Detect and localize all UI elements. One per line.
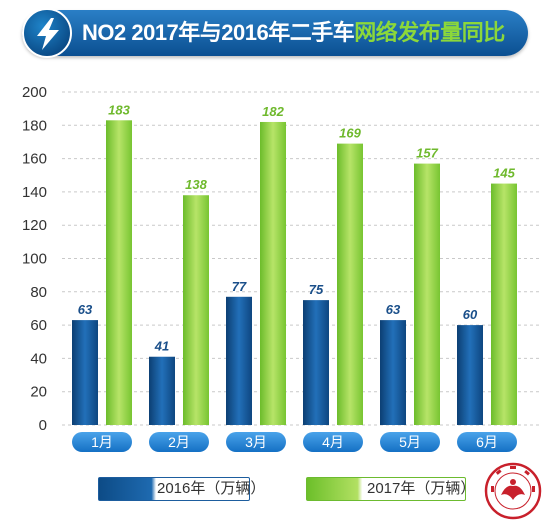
month-pill bbox=[72, 432, 132, 452]
bar-2016 bbox=[149, 356, 175, 425]
bar-2016 bbox=[72, 320, 98, 425]
x-tick-label: 2月 bbox=[168, 434, 190, 450]
seal-logo-icon bbox=[484, 462, 542, 520]
x-tick-label: 3月 bbox=[245, 434, 267, 450]
bar-2017 bbox=[260, 121, 286, 425]
title-prefix: NO2 2017年与2016年二手车 bbox=[82, 20, 355, 45]
title-banner: NO2 2017年与2016年二手车网络发布量同比 bbox=[22, 8, 528, 58]
x-tick-label: 4月 bbox=[322, 434, 344, 450]
y-tick-label: 0 bbox=[39, 417, 47, 434]
y-tick-label: 60 bbox=[30, 317, 47, 334]
bar-2016 bbox=[226, 296, 252, 425]
data-label-2016: 63 bbox=[386, 302, 401, 317]
legend-2016: 2016年（万辆） bbox=[98, 477, 265, 501]
y-tick-label: 80 bbox=[30, 284, 47, 301]
bar-2017 bbox=[106, 120, 132, 426]
legend-label-2017: 2017年（万辆） bbox=[367, 480, 476, 497]
y-tick-label: 20 bbox=[30, 384, 47, 401]
bar-2017 bbox=[414, 163, 440, 425]
data-label-2017: 157 bbox=[416, 146, 438, 161]
bar-2016 bbox=[303, 300, 329, 425]
data-label-2017: 182 bbox=[262, 104, 284, 119]
month-pill bbox=[457, 432, 517, 452]
month-pill bbox=[380, 432, 440, 452]
month-pill bbox=[149, 432, 209, 452]
lightning-icon bbox=[22, 8, 72, 58]
data-label-2017: 138 bbox=[185, 177, 207, 192]
data-label-2016: 63 bbox=[78, 302, 93, 317]
y-tick-label: 200 bbox=[22, 84, 47, 101]
bar-2016 bbox=[457, 325, 483, 425]
y-tick-label: 140 bbox=[22, 184, 47, 201]
data-label-2017: 169 bbox=[339, 126, 361, 141]
bar-2017 bbox=[337, 143, 363, 426]
x-tick-label: 5月 bbox=[399, 434, 421, 450]
data-label-2016: 41 bbox=[154, 339, 169, 354]
y-tick-label: 180 bbox=[22, 117, 47, 134]
x-tick-label: 6月 bbox=[476, 434, 498, 450]
chart-title: NO2 2017年与2016年二手车网络发布量同比 bbox=[82, 10, 505, 56]
bar-2017 bbox=[491, 183, 517, 425]
data-label-2016: 75 bbox=[309, 282, 324, 297]
month-pill bbox=[226, 432, 286, 452]
legend-label-2016: 2016年（万辆） bbox=[157, 480, 266, 497]
data-label-2016: 60 bbox=[463, 307, 478, 322]
data-label-2017: 183 bbox=[108, 102, 130, 117]
y-tick-label: 40 bbox=[30, 350, 47, 367]
legend-2017: 2017年（万辆） bbox=[306, 477, 475, 501]
y-tick-label: 120 bbox=[22, 217, 47, 234]
data-label-2016: 77 bbox=[232, 279, 247, 294]
data-label-2017: 145 bbox=[493, 166, 515, 181]
y-tick-label: 100 bbox=[22, 251, 47, 268]
x-tick-label: 1月 bbox=[91, 434, 113, 450]
bar-chart: 0 20 40 60 80 100 120 140 160 180 200 63 183 41 138 77… bbox=[22, 84, 542, 452]
month-pill bbox=[303, 432, 363, 452]
title-highlight: 网络发布量同比 bbox=[354, 20, 505, 45]
y-tick-label: 160 bbox=[22, 151, 47, 168]
bar-2016 bbox=[380, 320, 406, 425]
bar-2017 bbox=[183, 195, 209, 425]
